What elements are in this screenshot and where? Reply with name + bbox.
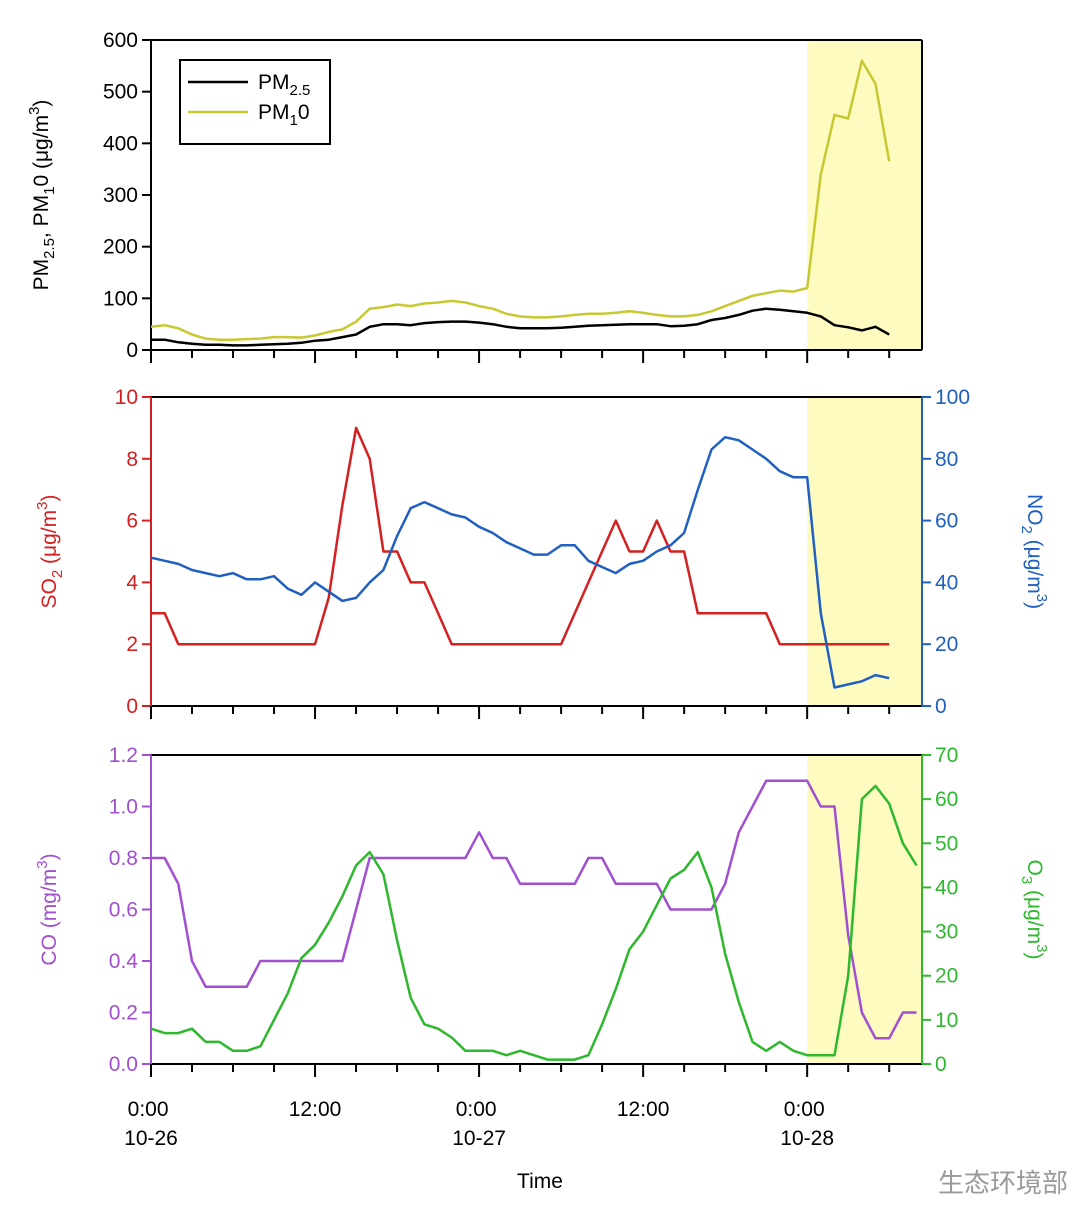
y-tick-label: 300: [103, 184, 138, 207]
y-tick-label: 1.0: [109, 796, 138, 819]
y2-tick-label: 30: [935, 921, 958, 944]
y2-tick-label: 70: [935, 744, 958, 767]
y-tick-label: 0.0: [109, 1053, 138, 1076]
series-line: [150, 784, 918, 1061]
y-tick-label: 0.8: [109, 847, 138, 870]
y2-axis-label: O3 (μg/m3): [1018, 860, 1050, 960]
legend-label: PM10: [258, 101, 310, 129]
x-tick-label: 12:00: [617, 1098, 670, 1121]
y-tick-label: 10: [115, 386, 138, 409]
y2-tick-label: 40: [935, 876, 958, 899]
y2-tick-label: 20: [935, 633, 958, 656]
y-tick-label: 0.4: [109, 950, 139, 973]
y-tick-label: 2: [126, 633, 138, 656]
y-axis-label: CO (mg/m3): [34, 853, 61, 965]
y2-tick-label: 60: [935, 510, 958, 533]
x-axis-label: Time: [517, 1170, 563, 1193]
y2-tick-label: 20: [935, 965, 958, 988]
x-tick-label: 0:00 10-26: [124, 1098, 178, 1150]
y-tick-label: 6: [126, 510, 138, 533]
series-line: [151, 307, 890, 347]
y-tick-label: 0: [126, 339, 138, 362]
y-tick-label: 4: [126, 571, 138, 594]
legend-label: PM2.5: [258, 71, 310, 99]
y2-tick-label: 10: [935, 1009, 958, 1032]
series-line: [150, 435, 890, 689]
y2-tick-label: 50: [935, 832, 958, 855]
y-axis-label: PM2.5, PM10 (μg/m3): [26, 100, 58, 291]
y-axis-label: SO2 (μg/m3): [34, 495, 66, 609]
y2-tick-label: 100: [935, 386, 970, 409]
y-tick-label: 8: [126, 448, 138, 471]
y-tick-label: 0.2: [109, 1002, 138, 1025]
y2-tick-label: 0: [935, 1053, 947, 1076]
y-tick-label: 500: [103, 81, 138, 104]
y-tick-label: 0.6: [109, 899, 138, 922]
series-line: [151, 426, 890, 646]
series-line: [151, 779, 917, 1040]
x-tick-label: 0:00 10-27: [452, 1098, 506, 1150]
y-tick-label: 0: [126, 695, 138, 718]
y-tick-label: 600: [103, 29, 138, 52]
y-tick-label: 200: [103, 236, 138, 259]
legend-box: [179, 59, 331, 145]
highlight-band: [807, 397, 922, 706]
y2-tick-label: 80: [935, 448, 958, 471]
y-tick-label: 400: [103, 132, 138, 155]
y2-tick-label: 0: [935, 695, 947, 718]
y2-tick-label: 40: [935, 571, 958, 594]
y2-tick-label: 60: [935, 788, 958, 811]
x-tick-label: 12:00: [289, 1098, 342, 1121]
y-tick-label: 1.2: [109, 744, 138, 767]
y2-axis-label: NO2 (μg/m3): [1018, 494, 1050, 609]
series-line: [150, 59, 891, 341]
highlight-band: [807, 40, 922, 350]
y-tick-label: 100: [103, 287, 138, 310]
x-tick-label: 0:00 10-28: [780, 1098, 834, 1150]
watermark: 生态环境部: [938, 1168, 1068, 1198]
